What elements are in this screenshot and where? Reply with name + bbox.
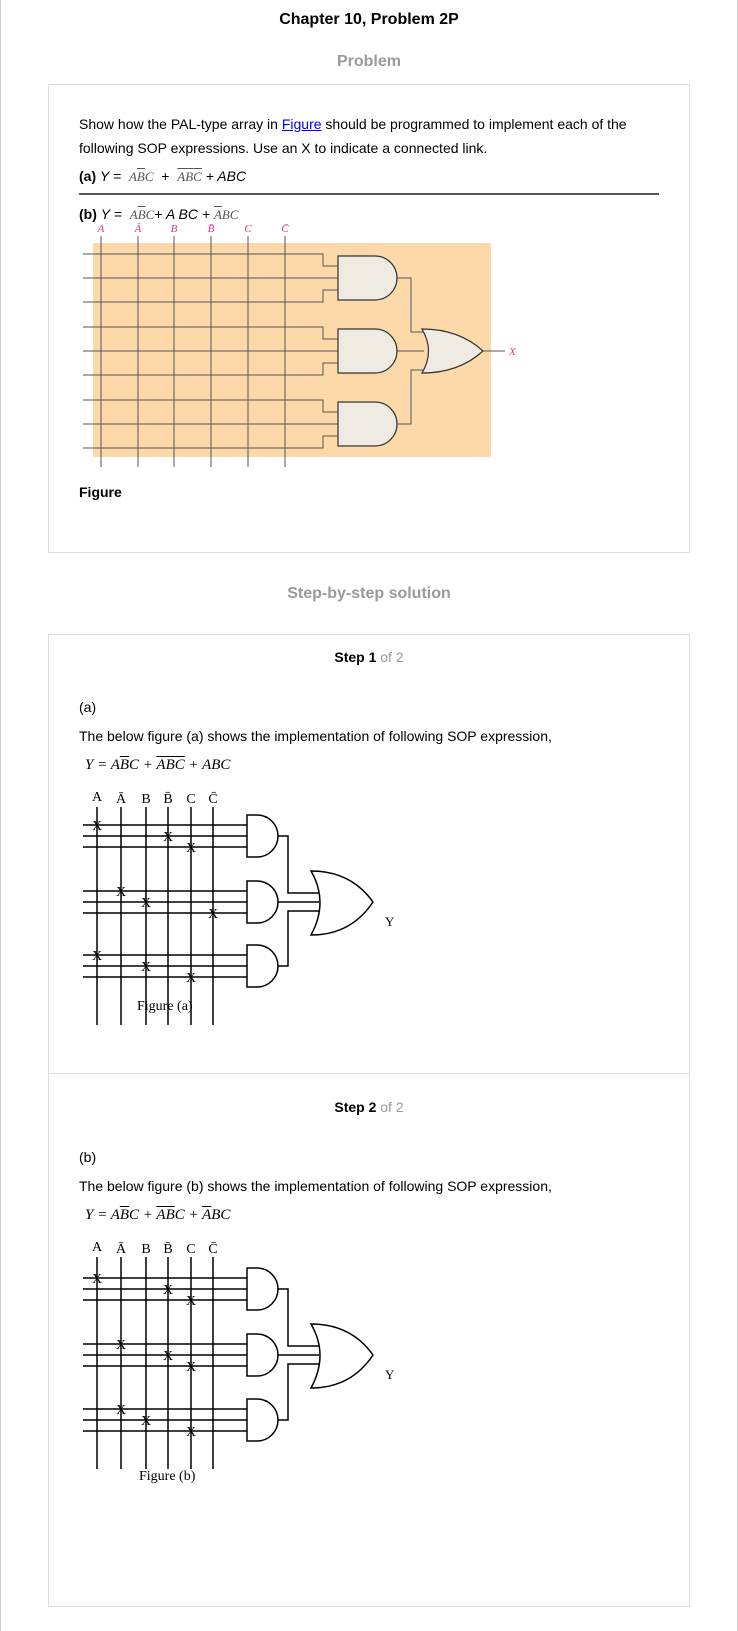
input-label: B: [141, 1242, 150, 1257]
svg-text:X: X: [208, 907, 218, 922]
svg-text:X: X: [186, 1360, 196, 1375]
divider: [79, 193, 659, 195]
fig-output-label: X: [508, 346, 517, 358]
fig-input-label: B̄: [208, 223, 215, 235]
step-count: of 2: [376, 1099, 404, 1115]
step-1-text: The below figure (a) shows the implement…: [79, 728, 552, 744]
solution-panel: Step 1 of 2 (a) The below figure (a) sho…: [48, 634, 690, 1607]
fig-input-label: Ā: [134, 223, 142, 235]
svg-text:X: X: [186, 971, 196, 986]
svg-text:X: X: [186, 1294, 196, 1309]
input-label: B̄: [163, 791, 172, 807]
svg-text:X: X: [163, 1283, 173, 1298]
svg-text:X: X: [116, 885, 126, 900]
step-2-part: (b): [79, 1149, 97, 1165]
step-2-equation: Y = ABC + ABC + ABC: [85, 1207, 231, 1223]
fig-input-label: B: [171, 223, 178, 235]
svg-text:X: X: [116, 1338, 126, 1353]
problem-statement: Show how the PAL-type array in Figure sh…: [79, 112, 659, 160]
input-label: B̄: [163, 1241, 172, 1257]
page-left-border: [0, 0, 1, 1631]
problem-heading: Problem: [336, 53, 401, 70]
figure-link[interactable]: Figure: [281, 116, 322, 132]
problem-panel: Show how the PAL-type array in Figure sh…: [48, 84, 690, 553]
solution-heading: Step-by-step solution: [287, 585, 451, 602]
input-label: C: [186, 792, 195, 807]
svg-text:X: X: [92, 1272, 102, 1287]
svg-text:X: X: [163, 830, 173, 845]
fig-input-label: A: [97, 223, 105, 235]
svg-text:X: X: [186, 841, 196, 856]
output-label: Y: [385, 914, 395, 929]
page-title: Chapter 10, Problem 2P: [279, 11, 459, 28]
input-label: C̄: [208, 1241, 217, 1257]
figure-b: A Ā B B̄ C C̄: [83, 1240, 395, 1469]
svg-text:X: X: [116, 1403, 126, 1418]
fig-input-label: C: [244, 223, 252, 235]
input-label: A: [92, 1240, 103, 1255]
part-a-expression: (a) Y = ABC + ABC + ABC: [79, 168, 247, 184]
step-2-text: The below figure (b) shows the implement…: [79, 1178, 552, 1194]
input-label: Ā: [116, 791, 127, 807]
part-b-expression: (b) Y = ABC+ A BC + ABC: [79, 206, 239, 222]
figure-a-caption: Figure (a): [137, 999, 193, 1014]
svg-text:X: X: [92, 949, 102, 964]
pal-array-figure: A Ā B B̄ C C̄: [83, 223, 517, 467]
step-1-equation: Y = ABC + ABC + ABC: [85, 757, 231, 773]
fig-input-label: C̄: [281, 223, 289, 235]
input-label: C̄: [208, 791, 217, 807]
step-1-header: Step 1 of 2: [49, 649, 689, 665]
step-2-header: Step 2 of 2: [49, 1099, 689, 1115]
figure-a: A Ā B B̄ C C̄: [83, 790, 395, 1025]
svg-text:X: X: [141, 1414, 151, 1429]
svg-text:X: X: [163, 1349, 173, 1364]
array-background: [93, 243, 491, 457]
step-divider: [49, 1073, 689, 1074]
input-label: C: [186, 1242, 195, 1257]
svg-text:X: X: [141, 960, 151, 975]
output-label: Y: [385, 1367, 395, 1382]
input-label: Ā: [116, 1241, 127, 1257]
input-label: A: [92, 790, 103, 805]
part-b-label: (b): [79, 206, 97, 222]
problem-text-start: Show how the PAL-type array in: [79, 116, 282, 132]
step-1-part: (a): [79, 699, 97, 715]
part-a-label: (a): [79, 168, 97, 184]
figure-caption: Figure: [79, 484, 122, 500]
problem-text-end: should be programmed to implement each o…: [79, 116, 627, 156]
svg-text:X: X: [92, 819, 102, 834]
step-number: Step 1: [334, 649, 377, 665]
step-count: of 2: [376, 649, 404, 665]
input-label: B: [141, 792, 150, 807]
svg-text:X: X: [141, 896, 151, 911]
svg-text:X: X: [186, 1425, 196, 1440]
step-number: Step 2: [334, 1099, 377, 1115]
figure-b-caption: Figure (b): [139, 1469, 196, 1484]
